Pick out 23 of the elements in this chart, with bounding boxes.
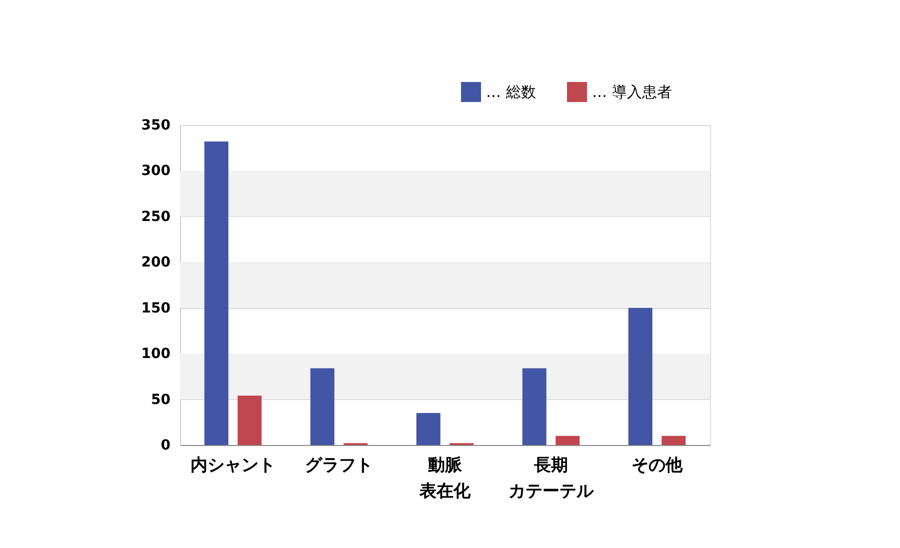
legend-label: … 導入患者 (592, 83, 672, 101)
y-tick-label: 100 (141, 346, 171, 362)
x-tick-label: グラフト (305, 456, 373, 476)
bar (310, 368, 334, 445)
bar (628, 308, 652, 445)
y-tick-label: 250 (141, 208, 171, 225)
y-tick-label: 200 (141, 254, 171, 271)
x-tick-label: 内シャント (190, 456, 276, 476)
legend-label: … 総数 (486, 83, 536, 101)
bar (416, 413, 440, 445)
y-tick-label: 0 (160, 438, 171, 454)
bar (238, 396, 262, 445)
bar (522, 368, 546, 445)
bar (556, 436, 580, 445)
bar (204, 141, 228, 445)
x-tick-label: 長期カテーテル (508, 456, 594, 502)
y-tick-label: 300 (141, 163, 171, 180)
y-tick-label: 50 (151, 392, 171, 408)
x-tick-label: その他 (632, 456, 684, 476)
y-tick-label: 350 (141, 118, 171, 134)
y-tick-label: 150 (141, 300, 171, 316)
x-tick-label: 動脈表在化 (418, 456, 472, 502)
bar (662, 436, 686, 445)
